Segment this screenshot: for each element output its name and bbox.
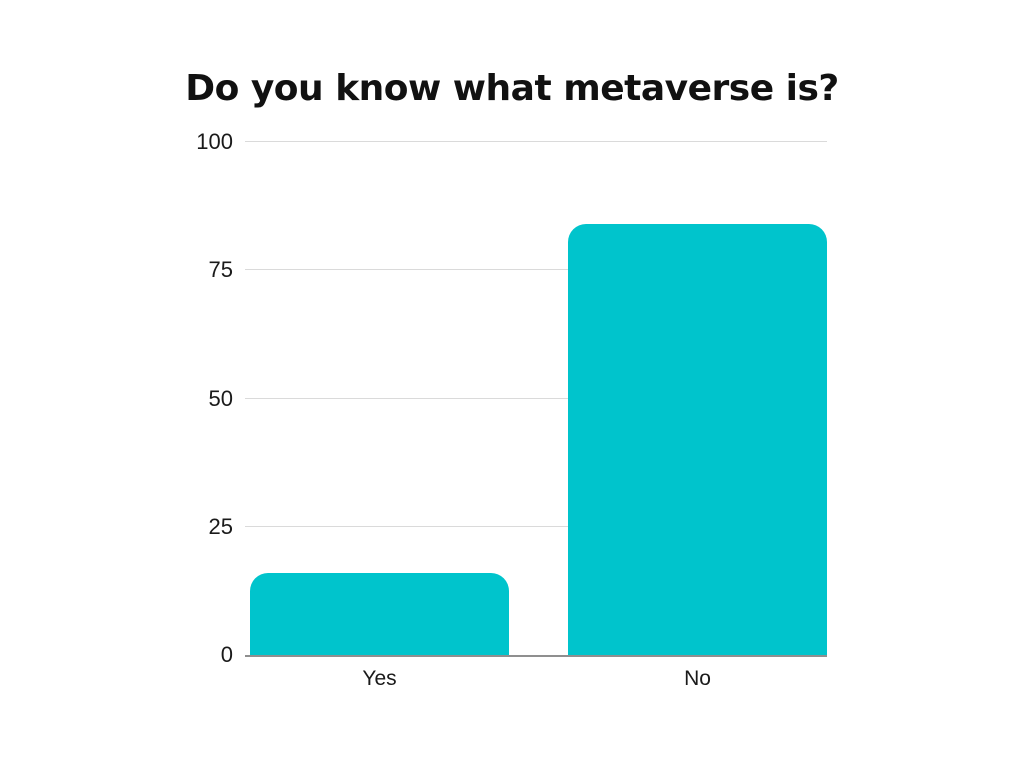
y-tick-label-75: 75 bbox=[208, 257, 233, 283]
x-axis-line bbox=[245, 655, 827, 657]
y-tick-label-50: 50 bbox=[208, 385, 233, 411]
y-tick-label-0: 0 bbox=[220, 642, 233, 667]
gridline-y-50 bbox=[245, 397, 827, 399]
y-tick-label-25: 25 bbox=[208, 513, 233, 539]
chart-title: Do you know what metaverse is? bbox=[185, 68, 839, 109]
bar-yes bbox=[250, 572, 509, 655]
bar-group-no: No bbox=[568, 142, 827, 690]
bars-layer: Yes No bbox=[245, 142, 827, 690]
x-axis-label-yes: Yes bbox=[362, 667, 397, 690]
bar-no bbox=[568, 224, 827, 655]
x-axis-label-no: No bbox=[684, 667, 711, 690]
gridline-y-25 bbox=[245, 525, 827, 527]
bar-group-yes: Yes bbox=[250, 142, 509, 690]
plot-area: 0 25 50 75 100 Yes No bbox=[196, 131, 827, 690]
y-tick-label-100: 100 bbox=[196, 129, 233, 154]
gridline-y-75 bbox=[245, 269, 827, 271]
gridline-y-100 bbox=[245, 141, 827, 142]
